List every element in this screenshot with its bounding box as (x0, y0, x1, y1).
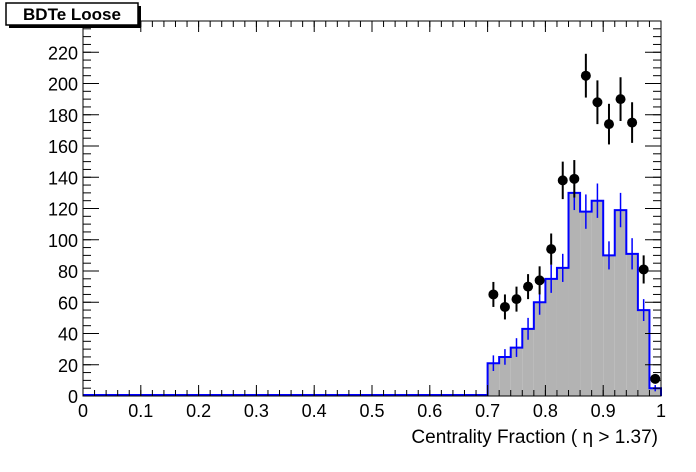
mc-outline (83, 191, 662, 396)
data-point (638, 264, 649, 275)
data-point (511, 294, 522, 305)
mc-bar (522, 328, 534, 396)
x-tick-label: 1 (656, 401, 666, 421)
y-tick-label: 220 (48, 43, 78, 63)
data-point (534, 275, 545, 286)
data-point (650, 373, 661, 384)
mc-bar (649, 388, 661, 396)
x-tick-label: 0.2 (186, 401, 211, 421)
mc-bar (637, 310, 650, 396)
y-tick-label: 180 (48, 106, 78, 126)
y-tick-label: 160 (48, 137, 78, 157)
y-tick-label: 20 (58, 356, 78, 376)
x-axis-label: Centrality Fraction ( η > 1.37) (411, 427, 658, 448)
mc-bar (499, 356, 511, 396)
data-point (580, 70, 591, 81)
mc-bar (487, 363, 500, 396)
data-point (615, 94, 626, 105)
y-tick-label: 80 (58, 262, 78, 282)
data-point (603, 119, 614, 130)
x-tick-label: 0.6 (417, 401, 442, 421)
chart-title: BDTe Loose (23, 5, 121, 24)
mc-bar (614, 210, 627, 396)
y-tick-label: 100 (48, 231, 78, 251)
data-point (488, 289, 499, 300)
y-tick-label: 140 (48, 168, 78, 188)
y-tick-label: 0 (68, 387, 78, 407)
mc-bar (545, 278, 557, 396)
x-tick-label: 0.1 (128, 401, 153, 421)
mc-bar (591, 200, 604, 396)
x-tick-label: 0.8 (533, 401, 558, 421)
y-tick-label: 40 (58, 325, 78, 345)
mc-bar (510, 347, 523, 396)
data-point (627, 117, 638, 128)
x-tick-label: 0.3 (244, 401, 269, 421)
data-point (499, 301, 510, 312)
data-point (557, 175, 568, 186)
mc-bar (603, 255, 615, 396)
mc-bar (568, 192, 581, 396)
data-point (546, 244, 557, 255)
mc-bar (556, 267, 569, 396)
x-tick-label: 0.4 (302, 401, 327, 421)
data-points-layer (488, 53, 661, 384)
title-box: BDTe Loose (5, 2, 141, 28)
data-point (569, 173, 580, 184)
y-tick-label: 120 (48, 200, 78, 220)
y-tick-label: 200 (48, 75, 78, 95)
data-point (523, 281, 534, 292)
data-point (592, 97, 603, 108)
mc-bar (533, 302, 546, 396)
title-box-frame (5, 2, 139, 26)
x-tick-label: 0.5 (359, 401, 384, 421)
mc-histogram-layer (83, 175, 662, 396)
mc-bar (580, 211, 592, 396)
y-tick-label: 60 (58, 293, 78, 313)
x-tick-label: 0 (78, 401, 88, 421)
x-tick-label: 0.9 (591, 401, 616, 421)
x-tick-label: 0.7 (475, 401, 500, 421)
mc-bar (626, 253, 638, 396)
